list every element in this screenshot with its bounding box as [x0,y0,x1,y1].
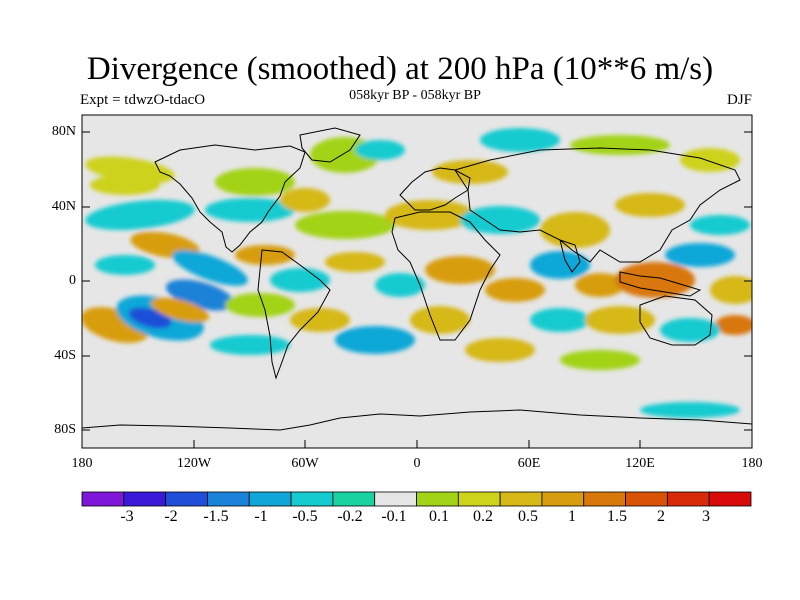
contour-patch [385,200,475,230]
contour-patch [410,306,470,334]
colorbar-swatch [416,491,459,507]
lat-label-0: 0 [69,273,76,288]
colorbar-label: 1.5 [607,508,627,525]
contour-patch [270,268,330,292]
contour-patch [375,273,425,297]
contour-patch [715,315,752,335]
contour-patch [432,160,508,184]
contour-patch [570,135,670,155]
colorbar-swatch [499,491,543,507]
colorbar-swatch [583,491,626,507]
lat-label-80s: 80S [54,422,76,437]
contour-patch [460,206,540,234]
contour-patch [295,211,395,239]
contour-patch [425,256,495,284]
contour-patch [172,250,248,286]
contour-patch [480,128,560,152]
colorbar-swatch [541,491,585,507]
contour-patch [166,279,234,311]
experiment-label: Expt = tdwzO-tdacO [80,92,206,108]
colorbar-swatch [165,491,208,507]
lat-label-80n: 80N [51,124,76,139]
season-label: DJF [726,92,752,108]
colorbar-swatch [708,491,752,507]
lat-label-40s: 40S [54,348,76,363]
axis-ticks [81,131,753,448]
contour-patch [615,193,685,217]
contour-patch [485,278,545,302]
colorbar-label: 0.1 [429,508,449,525]
contour-patch [465,338,535,362]
contour-patch [290,308,350,332]
colorbar-swatch [248,491,292,507]
contour-patch [585,306,655,334]
colorbar-swatch [666,491,710,507]
contour-patch [710,276,752,304]
contour-patch [530,251,590,279]
contour-patch [150,297,210,323]
contour-patch [680,148,740,172]
colorbar-label: -2 [164,508,178,525]
contour-patch [615,262,695,298]
colorbar-swatch [81,491,125,507]
colorbar-label: 0.2 [473,508,493,525]
colorbar-label: -1 [254,508,268,525]
contour-patch [215,168,295,196]
contour-patch [560,350,640,370]
colorbar-label: -1.5 [203,508,229,525]
colorbar-swatch [123,491,167,507]
contour-patch [85,199,195,231]
lon-label-120w: 120W [176,456,212,471]
contour-patch [90,175,160,195]
colorbar-label: 2 [657,508,665,525]
contour-patch [210,335,290,355]
contour-patch [355,140,405,160]
lat-label-40n: 40N [51,199,76,214]
contour-patch [325,252,385,272]
colorbar-swatch [457,491,501,507]
contour-patch [205,198,295,222]
lon-label-180e: 180 [741,456,763,471]
contour-patch [280,188,330,212]
contour-patch [95,255,155,275]
coastlines [82,127,752,431]
colorbar-swatch [332,491,376,507]
lon-label-60e: 60E [517,456,541,471]
contour-patch [540,212,610,248]
colorbar-label: 1 [568,508,576,525]
divergence-field [82,128,752,418]
colorbar-label: -0.5 [292,508,318,525]
contour-patch [690,215,750,235]
colorbar-swatch [290,491,334,507]
period-label: 058kyr BP - 058kyr BP [349,88,481,103]
contour-patch [660,318,720,342]
contour-patch [225,293,295,317]
lon-label-120e: 120E [625,456,655,471]
contour-patch [235,245,295,265]
colorbar-swatch [374,491,417,507]
colorbar-swatch [625,491,668,507]
colorbar-label: 0.5 [518,508,538,525]
colorbar-label: 3 [702,508,710,525]
contour-patch [575,273,625,297]
colorbar-label: -3 [120,508,134,525]
contour-patch [665,243,735,267]
contour-patch [530,308,590,332]
map-title: Divergence (smoothed) at 200 hPa (10**6 … [86,51,714,87]
lon-label-180w: 180 [71,456,93,471]
contour-patch [335,326,415,354]
contour-patch [640,402,740,418]
lon-label-0: 0 [413,456,421,471]
colorbar-label: -0.2 [337,508,363,525]
lon-label-60w: 60W [291,456,319,471]
colorbar-label: -0.1 [381,508,407,525]
colorbar-swatch [207,491,250,507]
colorbar [81,491,752,507]
